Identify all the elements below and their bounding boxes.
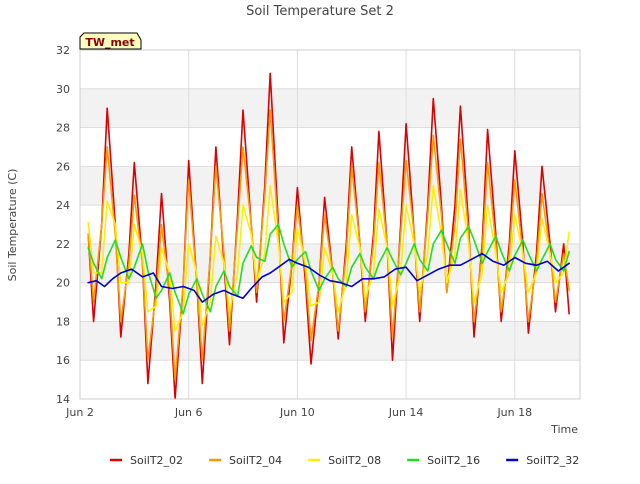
y-axis-label: Soil Temperature (C): [6, 169, 19, 282]
legend-item-soilt2-08: SoilT2_08: [308, 454, 381, 467]
band-30-32: [80, 50, 580, 89]
legend-label: SoilT2_04: [229, 454, 282, 467]
station-badge-box: [79, 32, 142, 50]
y-tick-labels: 14 16 18 20 22 24 26 28 30 32: [56, 44, 70, 406]
x-tick-label: Jun 10: [279, 406, 315, 419]
x-tick-label: Jun 14: [388, 406, 424, 419]
y-tick-label: 20: [56, 277, 70, 290]
y-tick-label: 18: [56, 315, 70, 328]
band-26-28: [80, 127, 580, 167]
legend-item-soilt2-02: SoilT2_02: [110, 454, 183, 467]
station-badge: TW_met: [79, 32, 142, 50]
y-tick-label: 32: [56, 44, 70, 57]
y-tick-label: 14: [56, 393, 70, 406]
band-28-30: [80, 88, 580, 128]
y-tick-label: 22: [56, 238, 70, 251]
background-bands: [80, 50, 580, 399]
legend: SoilT2_02 SoilT2_04 SoilT2_08 SoilT2_16 Soil…: [110, 454, 579, 467]
legend-label: SoilT2_02: [130, 454, 183, 467]
series-line-soilt2-04: [87, 109, 570, 381]
band-14-16: [80, 360, 580, 399]
legend-label: SoilT2_32: [526, 454, 579, 467]
y-tick-label: 30: [56, 83, 70, 96]
band-24-26: [80, 166, 580, 206]
plot-frame: [79, 49, 581, 400]
legend-item-soilt2-16: SoilT2_16: [407, 454, 480, 467]
y-tick-label: 16: [56, 354, 70, 367]
y-tick-label: 28: [56, 122, 70, 135]
band-22-24: [80, 205, 580, 244]
legend-item-soilt2-04: SoilT2_04: [209, 454, 282, 467]
y-tick-label: 24: [56, 199, 70, 212]
series-lines: [87, 72, 570, 400]
series-line-soilt2-16: [87, 223, 570, 315]
y-tick-label: 26: [56, 160, 70, 173]
x-axis-label: Time: [550, 423, 578, 436]
band-18-20: [80, 282, 580, 322]
x-tick-label: Jun 6: [174, 406, 203, 419]
x-tick-label: Jun 2: [65, 406, 94, 419]
band-16-18: [80, 321, 580, 361]
station-badge-label: TW_met: [85, 36, 134, 49]
legend-label: SoilT2_08: [328, 454, 381, 467]
legend-item-soilt2-32: SoilT2_32: [506, 454, 579, 467]
series-line-soilt2-32: [87, 252, 570, 303]
chart-title: Soil Temperature Set 2: [246, 4, 394, 19]
x-tick-label: Jun 18: [496, 406, 532, 419]
series-line-soilt2-08: [87, 184, 570, 332]
x-tick-labels: Jun 2 Jun 6 Jun 10 Jun 14 Jun 18: [65, 406, 532, 419]
legend-label: SoilT2_16: [427, 454, 480, 467]
